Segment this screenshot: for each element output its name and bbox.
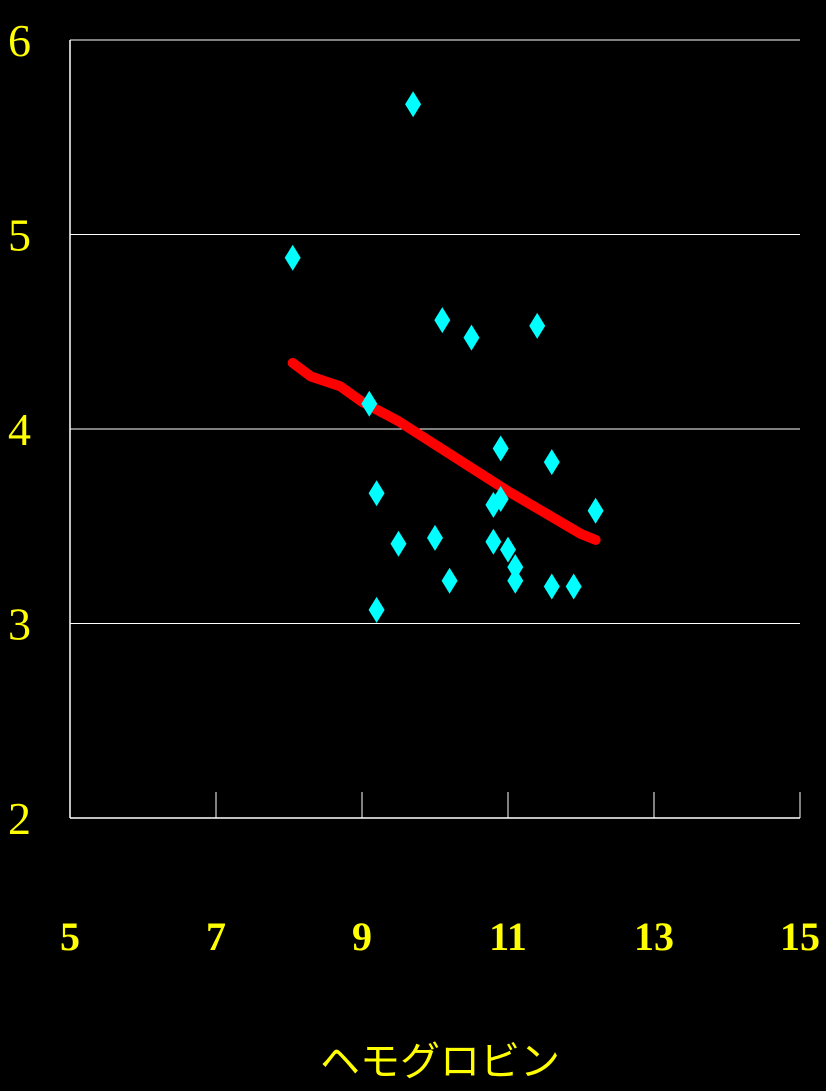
data-point-6 [405,91,422,118]
data-point-8 [434,307,451,334]
x-tick-label-9: 9 [352,914,372,959]
data-point-15 [500,536,516,563]
data-point-7 [427,524,443,551]
axes [69,40,801,819]
y-tick-label-2: 2 [8,793,31,844]
data-point-22 [587,497,604,524]
data-point-1 [284,244,301,271]
data-point-12 [485,528,502,555]
x-tick-label-15: 15 [780,914,820,959]
data-point-5 [390,530,407,557]
y-tick-labels: 2 3 4 5 6 [8,15,31,844]
x-axis-label: ヘモグロビン [320,1039,560,1085]
data-point-3 [368,480,385,507]
data-point-2 [361,390,378,417]
x-tick-labels: 5 7 9 11 13 15 [60,914,820,959]
trend-line [287,357,601,545]
data-point-17 [507,567,524,594]
data-point-19 [543,449,560,476]
data-point-9 [441,567,458,594]
y-tick-label-3: 3 [8,599,31,650]
y-tick-label-6: 6 [8,15,31,66]
y-tick-label-4: 4 [8,404,31,455]
data-point-18 [529,312,546,339]
data-point-14 [492,435,509,462]
data-points [284,91,604,623]
data-point-16 [507,554,524,581]
x-tick-label-7: 7 [206,914,226,959]
gridlines [70,39,800,624]
data-point-10 [463,324,480,351]
trend-line-layer [287,357,601,545]
data-point-21 [565,573,582,600]
x-tick-label-11: 11 [489,914,527,959]
data-point-13 [492,486,509,512]
y-tick-label-5: 5 [8,210,31,261]
data-point-20 [543,573,560,600]
x-tick-label-5: 5 [60,914,80,959]
data-point-4 [368,596,385,623]
x-tick-label-13: 13 [634,914,674,959]
